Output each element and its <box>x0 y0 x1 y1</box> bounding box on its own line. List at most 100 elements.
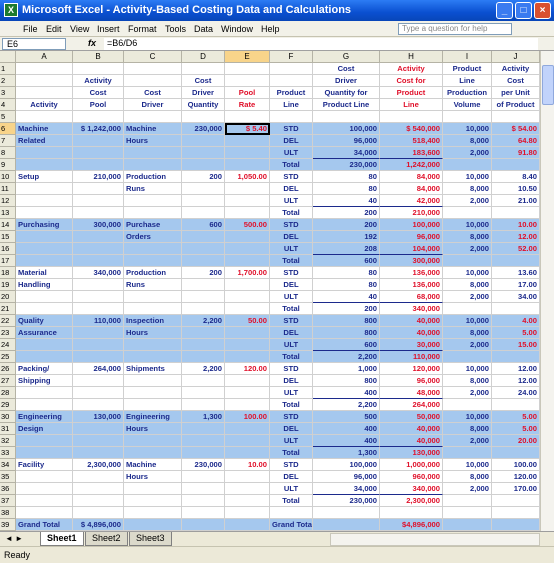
empty-cell[interactable] <box>225 435 270 447</box>
cell[interactable]: Driver <box>313 75 380 87</box>
empty-cell[interactable] <box>182 327 225 339</box>
cell[interactable]: 10,000 <box>443 363 492 375</box>
cell[interactable]: Shipments <box>124 363 182 375</box>
menu-item[interactable]: Tools <box>165 24 187 34</box>
empty-cell[interactable] <box>16 159 73 171</box>
sheet-tab[interactable]: Sheet3 <box>129 532 172 546</box>
cell[interactable]: 100,000 <box>313 123 380 135</box>
cell[interactable]: Machine <box>124 123 182 135</box>
empty-cell[interactable] <box>16 339 73 351</box>
empty-cell[interactable] <box>182 507 225 519</box>
empty-cell[interactable] <box>182 423 225 435</box>
cell[interactable]: ULT <box>270 195 313 207</box>
cell[interactable]: ULT <box>270 147 313 159</box>
empty-cell[interactable] <box>313 507 380 519</box>
cell[interactable]: 200 <box>182 171 225 183</box>
cell[interactable]: 42,000 <box>380 195 443 207</box>
row-header[interactable]: 17 <box>0 255 16 267</box>
cell[interactable]: Purchase <box>124 219 182 231</box>
row-header[interactable]: 30 <box>0 411 16 423</box>
empty-cell[interactable] <box>124 291 182 303</box>
cell[interactable]: 183,600 <box>380 147 443 159</box>
empty-cell[interactable] <box>124 303 182 315</box>
empty-cell[interactable] <box>124 207 182 219</box>
cell[interactable]: STD <box>270 267 313 279</box>
empty-cell[interactable] <box>16 87 73 99</box>
empty-cell[interactable] <box>225 147 270 159</box>
cell[interactable]: Line <box>443 75 492 87</box>
cell[interactable]: 21.00 <box>492 195 540 207</box>
select-all-corner[interactable] <box>0 51 16 63</box>
cell[interactable]: 2,000 <box>443 435 492 447</box>
empty-cell[interactable] <box>492 207 540 219</box>
cell[interactable]: Pool <box>73 99 124 111</box>
empty-cell[interactable] <box>492 111 540 123</box>
empty-cell[interactable] <box>182 291 225 303</box>
cell[interactable]: 8.40 <box>492 171 540 183</box>
row-header[interactable]: 24 <box>0 339 16 351</box>
column-header[interactable]: F <box>270 51 313 63</box>
empty-cell[interactable] <box>182 231 225 243</box>
cell[interactable]: 1,700.00 <box>225 267 270 279</box>
empty-cell[interactable] <box>225 135 270 147</box>
empty-cell[interactable] <box>16 471 73 483</box>
empty-cell[interactable] <box>16 243 73 255</box>
cell[interactable]: 5.00 <box>492 327 540 339</box>
empty-cell[interactable] <box>182 303 225 315</box>
cell[interactable]: $ 4,896,000 <box>73 519 124 531</box>
empty-cell[interactable] <box>124 495 182 507</box>
cell[interactable]: 200 <box>182 267 225 279</box>
empty-cell[interactable] <box>443 507 492 519</box>
cell[interactable]: Line <box>380 99 443 111</box>
cell[interactable]: Activity <box>492 63 540 75</box>
empty-cell[interactable] <box>124 195 182 207</box>
cell[interactable]: 2,000 <box>443 387 492 399</box>
cell[interactable]: 2,200 <box>182 363 225 375</box>
cell[interactable]: 400 <box>313 387 380 399</box>
cell[interactable]: 17.00 <box>492 279 540 291</box>
cell[interactable]: ULT <box>270 291 313 303</box>
empty-cell[interactable] <box>443 303 492 315</box>
cell[interactable]: 200 <box>313 207 380 219</box>
cell[interactable]: DEL <box>270 327 313 339</box>
empty-cell[interactable] <box>225 471 270 483</box>
cell[interactable]: Total <box>270 207 313 219</box>
empty-cell[interactable] <box>16 435 73 447</box>
menu-item[interactable]: View <box>70 24 90 34</box>
menu-item[interactable]: Insert <box>97 24 120 34</box>
cell[interactable]: 518,400 <box>380 135 443 147</box>
cell[interactable]: 8,000 <box>443 135 492 147</box>
cell[interactable]: Quality <box>16 315 73 327</box>
cell[interactable]: DEL <box>270 279 313 291</box>
empty-cell[interactable] <box>73 303 124 315</box>
cell[interactable]: 10.00 <box>492 219 540 231</box>
empty-cell[interactable] <box>73 255 124 267</box>
empty-cell[interactable] <box>124 351 182 363</box>
empty-cell[interactable] <box>16 111 73 123</box>
empty-cell[interactable] <box>16 507 73 519</box>
cell[interactable]: 8,000 <box>443 471 492 483</box>
cell[interactable]: DEL <box>270 375 313 387</box>
empty-cell[interactable] <box>225 399 270 411</box>
empty-cell[interactable] <box>124 519 182 531</box>
empty-cell[interactable] <box>270 111 313 123</box>
empty-cell[interactable] <box>16 195 73 207</box>
row-header[interactable]: 25 <box>0 351 16 363</box>
empty-cell[interactable] <box>124 375 182 387</box>
empty-cell[interactable] <box>124 339 182 351</box>
empty-cell[interactable] <box>124 507 182 519</box>
empty-cell[interactable] <box>225 243 270 255</box>
cell[interactable]: 2,300,000 <box>380 495 443 507</box>
empty-cell[interactable] <box>225 507 270 519</box>
cell[interactable]: 192 <box>313 231 380 243</box>
cell[interactable]: DEL <box>270 183 313 195</box>
empty-cell[interactable] <box>73 195 124 207</box>
cell[interactable]: Machine <box>16 123 73 135</box>
empty-cell[interactable] <box>225 519 270 531</box>
cell[interactable]: 210,000 <box>73 171 124 183</box>
cell[interactable]: 13.60 <box>492 267 540 279</box>
empty-cell[interactable] <box>16 495 73 507</box>
empty-cell[interactable] <box>73 495 124 507</box>
help-search[interactable]: Type a question for help <box>398 23 512 35</box>
cell[interactable]: 230,000 <box>313 159 380 171</box>
